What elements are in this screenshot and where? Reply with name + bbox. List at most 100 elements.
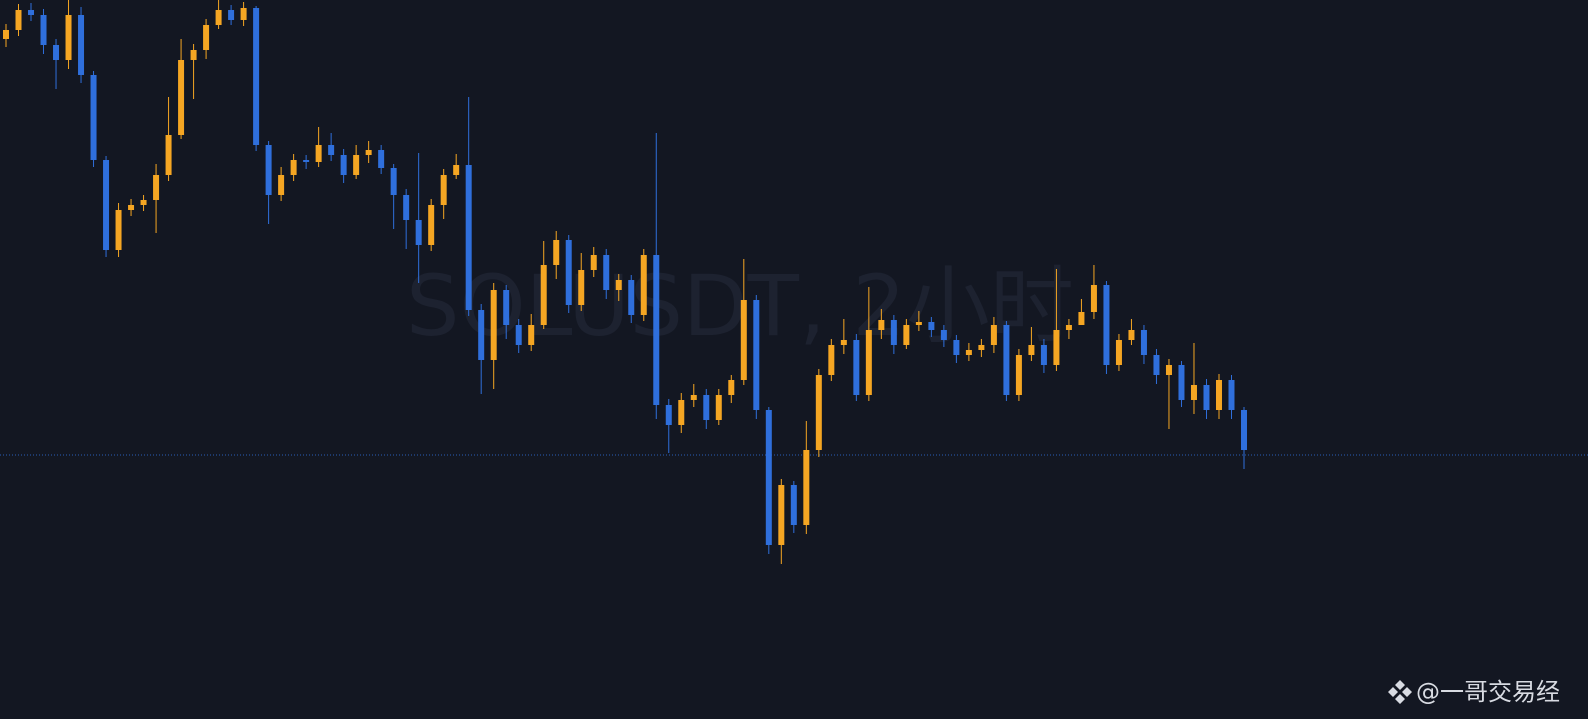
candle-body <box>290 160 297 175</box>
candle-body <box>965 350 972 355</box>
candle-body <box>465 165 472 310</box>
candle-body <box>1015 355 1022 395</box>
candle-body <box>603 255 610 290</box>
candle-body <box>1241 410 1247 450</box>
candle-body <box>678 400 685 425</box>
candle-body <box>490 290 497 360</box>
candle-body <box>853 340 860 395</box>
candle-body <box>140 200 147 205</box>
candle-body <box>1215 380 1222 410</box>
candle-body <box>115 210 122 250</box>
candle-body <box>628 280 635 315</box>
candle-body <box>990 325 997 345</box>
candle-body <box>978 345 985 350</box>
candle-body <box>1165 365 1172 375</box>
candle-body <box>615 280 622 290</box>
candle-body <box>178 60 185 135</box>
candle-body <box>1053 330 1060 365</box>
candle-body <box>503 290 510 325</box>
candle-body <box>928 322 935 330</box>
candle-body <box>328 145 335 155</box>
candle-body <box>90 75 97 160</box>
candle-body <box>278 175 285 195</box>
candle-body <box>803 450 810 525</box>
candle-body <box>515 325 522 345</box>
candle-body <box>1228 380 1235 410</box>
candle-body <box>728 380 735 395</box>
candle-body <box>40 15 47 45</box>
candle-body <box>915 322 922 325</box>
candle-body <box>753 300 760 410</box>
candle-body <box>903 325 910 345</box>
candle-body <box>953 340 960 355</box>
candle-body <box>1028 345 1035 355</box>
candle-body <box>1078 312 1085 325</box>
candle-body <box>315 145 322 162</box>
candle-body <box>128 205 135 210</box>
candle-body <box>153 175 160 200</box>
candle-body <box>690 395 697 400</box>
candle-body <box>1003 325 1010 395</box>
candle-body <box>553 240 560 265</box>
candle-body <box>478 310 485 360</box>
candle-body <box>190 50 197 60</box>
candle-body <box>1153 355 1160 375</box>
candle-body <box>15 10 22 30</box>
candle-body <box>303 160 310 162</box>
candle-body <box>590 255 597 270</box>
candle-body <box>103 160 110 250</box>
candle-body <box>1065 325 1072 330</box>
candle-body <box>65 15 72 60</box>
candle-body <box>1140 330 1147 355</box>
candle-body <box>378 150 385 168</box>
candle-body <box>565 240 572 305</box>
candle-body <box>78 15 85 75</box>
credit-logo <box>1388 680 1412 704</box>
candle-body <box>1128 330 1135 340</box>
candle-body <box>3 30 9 39</box>
plot <box>0 0 1588 564</box>
candle-body <box>840 340 847 345</box>
candle-body <box>165 135 172 175</box>
candle-body <box>828 345 835 375</box>
candle-body <box>53 45 60 60</box>
candle-body <box>228 10 235 20</box>
candle-body <box>1040 345 1047 365</box>
candle-body <box>415 220 422 245</box>
candle-body <box>240 8 247 20</box>
candle-body <box>440 175 447 205</box>
candle-body <box>878 320 885 330</box>
candle-body <box>715 395 722 420</box>
candle-body <box>703 395 710 420</box>
candle-body <box>265 145 272 195</box>
candle-body <box>1090 285 1097 312</box>
candle-body <box>578 270 585 305</box>
candle-body <box>340 155 347 175</box>
candle-body <box>353 155 360 175</box>
candle-body <box>653 255 660 405</box>
candle-body <box>815 375 822 450</box>
candle-body <box>28 10 35 15</box>
candle-body <box>890 320 897 345</box>
candle-body <box>215 10 222 25</box>
candle-body <box>765 410 772 545</box>
candle-body <box>790 485 797 525</box>
candle-body <box>1103 285 1110 365</box>
candle-body <box>1190 385 1197 400</box>
candle-body <box>940 330 947 340</box>
candle-body <box>453 165 460 175</box>
candle-body <box>1203 385 1210 410</box>
candle-body <box>253 8 260 145</box>
candle-body <box>1115 340 1122 365</box>
candle-body <box>203 25 210 50</box>
candle-body <box>428 205 435 245</box>
candle-body <box>740 300 747 380</box>
candle-body <box>865 330 872 395</box>
candle-body <box>403 195 410 220</box>
candle-body <box>1178 365 1185 400</box>
credit: @一哥交易经 <box>1416 678 1560 706</box>
candle-body <box>365 150 372 155</box>
candle-body <box>778 485 785 545</box>
